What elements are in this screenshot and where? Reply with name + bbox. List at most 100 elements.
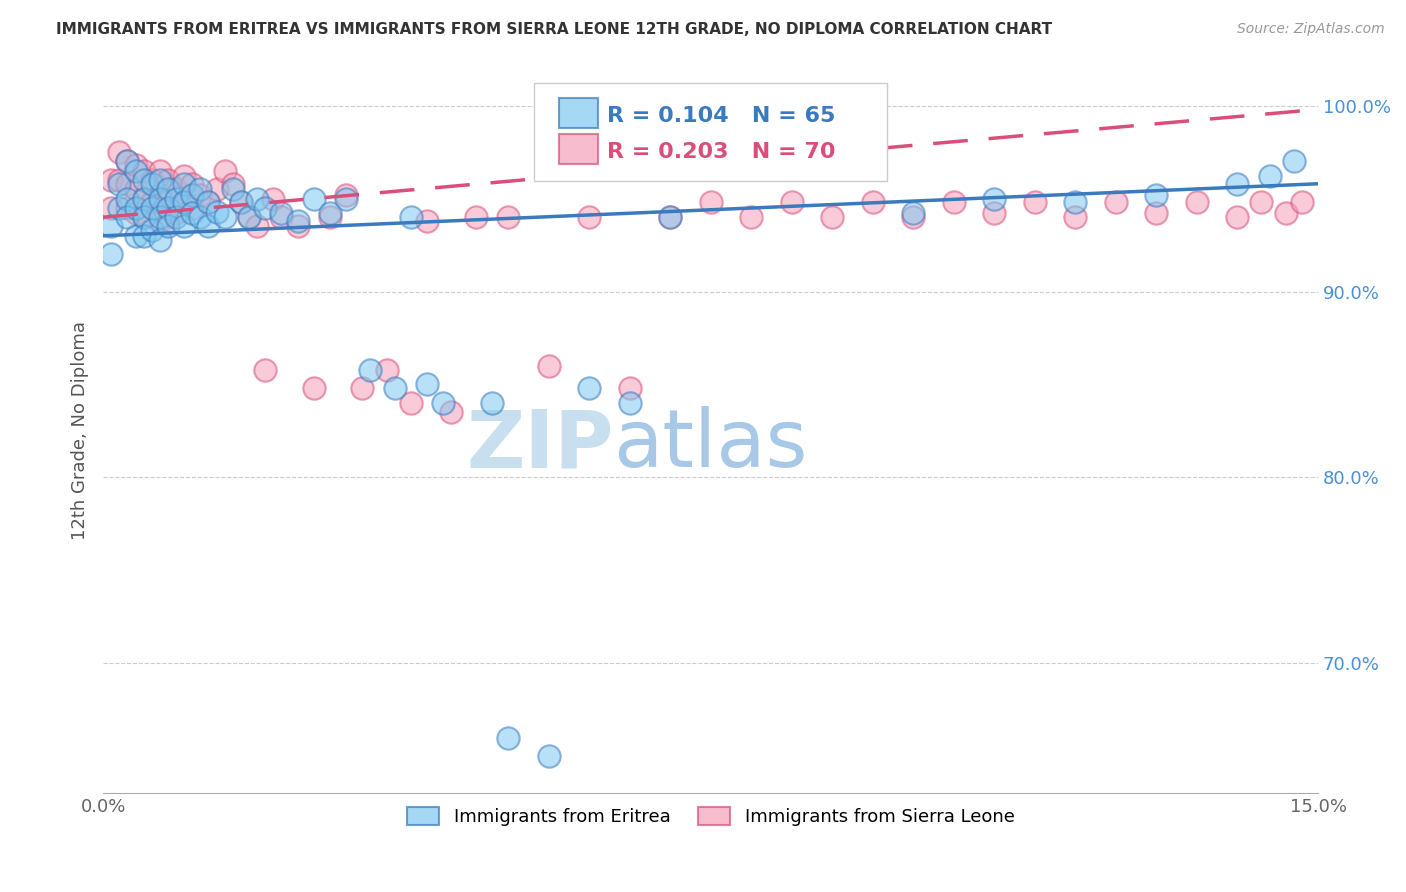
Point [117, 192, 139, 206]
Point [619, 381, 641, 395]
Point [108, 145, 131, 160]
Point [141, 195, 163, 210]
Point [124, 228, 146, 243]
FancyBboxPatch shape [534, 83, 887, 181]
Legend: Immigrants from Eritrea, Immigrants from Sierra Leone: Immigrants from Eritrea, Immigrants from… [398, 797, 1024, 835]
Point [117, 154, 139, 169]
Point [141, 173, 163, 187]
Text: R = 0.104   N = 65: R = 0.104 N = 65 [607, 105, 835, 126]
Point [149, 214, 172, 228]
Point [319, 206, 342, 220]
Point [302, 381, 325, 395]
Y-axis label: 12th Grade, No Diploma: 12th Grade, No Diploma [72, 321, 89, 541]
Point [319, 211, 342, 225]
Point [117, 201, 139, 215]
Point [440, 405, 463, 419]
Point [222, 177, 245, 191]
Point [537, 359, 560, 373]
Point [1144, 206, 1167, 220]
Point [132, 228, 155, 243]
Point [262, 192, 284, 206]
Point [359, 362, 381, 376]
Point [983, 192, 1005, 206]
Point [100, 201, 122, 215]
Point [149, 173, 172, 187]
Point [254, 362, 277, 376]
Point [578, 211, 600, 225]
Point [108, 173, 131, 187]
Point [132, 211, 155, 225]
Text: R = 0.203   N = 70: R = 0.203 N = 70 [607, 142, 835, 161]
Point [537, 749, 560, 764]
Point [100, 247, 122, 261]
Point [1226, 211, 1249, 225]
Point [1291, 195, 1313, 210]
Point [1064, 195, 1087, 210]
Point [141, 177, 163, 191]
Point [862, 195, 884, 210]
Point [173, 195, 195, 210]
Point [132, 211, 155, 225]
Point [1024, 195, 1046, 210]
Point [229, 195, 252, 210]
Point [1185, 195, 1208, 210]
Point [481, 396, 503, 410]
Point [254, 201, 277, 215]
Text: IMMIGRANTS FROM ERITREA VS IMMIGRANTS FROM SIERRA LEONE 12TH GRADE, NO DIPLOMA C: IMMIGRANTS FROM ERITREA VS IMMIGRANTS FR… [56, 22, 1052, 37]
Point [1064, 211, 1087, 225]
Point [100, 173, 122, 187]
Point [1144, 187, 1167, 202]
Point [416, 377, 439, 392]
Point [1104, 195, 1126, 210]
Point [108, 201, 131, 215]
Point [1250, 195, 1272, 210]
FancyBboxPatch shape [558, 134, 598, 164]
Point [352, 381, 374, 395]
Point [246, 192, 269, 206]
Point [287, 219, 309, 234]
Point [375, 362, 398, 376]
Point [821, 211, 844, 225]
Point [983, 206, 1005, 220]
Point [335, 187, 357, 202]
Point [156, 219, 179, 234]
Point [287, 214, 309, 228]
Point [1282, 154, 1305, 169]
Point [740, 211, 762, 225]
FancyBboxPatch shape [558, 97, 598, 128]
Point [197, 195, 219, 210]
Point [416, 214, 439, 228]
Point [214, 211, 236, 225]
Point [173, 219, 195, 234]
Point [156, 173, 179, 187]
Point [229, 195, 252, 210]
Point [399, 396, 422, 410]
Point [165, 192, 187, 206]
Text: atlas: atlas [613, 407, 808, 484]
Point [124, 182, 146, 196]
Point [399, 211, 422, 225]
Point [1226, 177, 1249, 191]
Point [173, 195, 195, 210]
Point [205, 182, 228, 196]
Point [156, 201, 179, 215]
Point [619, 396, 641, 410]
Point [238, 211, 260, 225]
Point [132, 173, 155, 187]
Point [149, 233, 172, 247]
Point [165, 206, 187, 220]
Point [942, 195, 965, 210]
Point [901, 206, 924, 220]
Point [197, 195, 219, 210]
Point [1274, 206, 1296, 220]
Point [302, 192, 325, 206]
Point [141, 223, 163, 237]
Point [156, 214, 179, 228]
Point [270, 211, 292, 225]
Point [181, 177, 204, 191]
Point [238, 211, 260, 225]
Point [578, 381, 600, 395]
Point [149, 187, 172, 202]
Point [181, 206, 204, 220]
Point [108, 177, 131, 191]
